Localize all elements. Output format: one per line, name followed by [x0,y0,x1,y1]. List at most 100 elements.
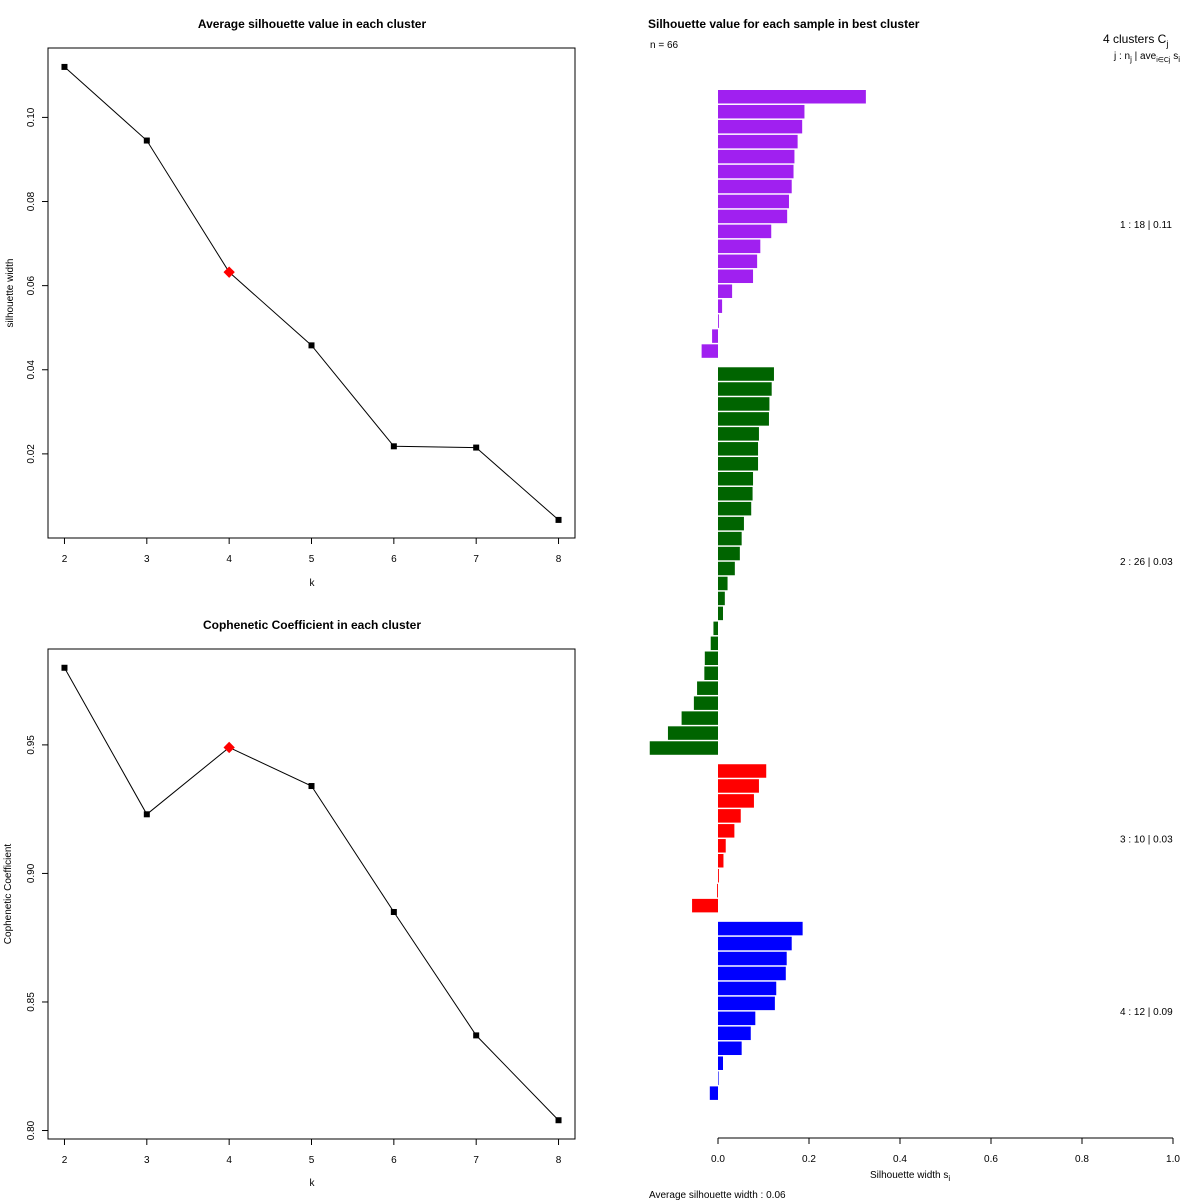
cluster-label: 2 : 26 | 0.03 [1120,557,1173,568]
silhouette-bar [718,164,794,179]
y-axis: 0.02 0.04 0.06 0.08 0.10 [26,107,48,464]
silhouette-bar [649,741,718,755]
data-point [390,908,397,915]
silhouette-bar [718,382,772,396]
silhouette-bar [718,254,758,269]
cluster-label: 3 : 10 | 0.03 [1120,834,1173,845]
data-point [473,1032,480,1039]
chart-title: Average silhouette value in each cluster [198,17,427,31]
y-tick-label: 0.95 [26,735,37,755]
highlight-point [223,741,235,754]
silhouette-bar [718,606,724,621]
silhouette-bar [718,966,786,981]
silhouette-bar [718,936,792,951]
silhouette-bar [718,90,866,104]
data-point [390,443,397,450]
silhouette-bar [713,621,718,636]
x-tick-label: 4 [226,1155,232,1166]
silhouette-bar [718,149,795,164]
silhouette-bar [718,824,735,838]
legend-subheader-rest: | ave [1132,51,1157,62]
silhouette-bar [718,794,754,808]
silhouette-bar [718,367,774,381]
silhouette-bar [718,209,788,224]
x-tick-label: 0.2 [802,1154,816,1165]
silhouette-bar [718,269,754,284]
series-line [64,66,559,521]
silhouette-bar [718,981,777,996]
plot-frame [47,648,576,1140]
silhouette-bar [718,764,767,778]
silhouette-bar [704,651,718,666]
silhouette-bar [718,1056,724,1070]
x-axis: 2 3 4 5 6 7 8 [62,538,562,565]
silhouette-bar [718,486,753,501]
x-tick-label: 7 [473,554,479,565]
y-tick-label: 0.06 [26,275,37,295]
silhouette-bar [718,442,759,456]
x-tick-label: 0.4 [893,1154,907,1165]
x-tick-label: 7 [473,1155,479,1166]
sample-count: n = 66 [650,40,679,51]
silhouette-bar [718,314,719,328]
silhouette-bar [718,531,742,546]
silhouette-bar [701,344,718,358]
silhouette-bar [718,397,770,411]
silhouette-bar [718,427,759,441]
silhouette-bar [704,666,718,680]
x-tick-label: 4 [226,554,232,565]
silhouette-bar [718,951,787,966]
silhouette-bar [712,329,718,343]
x-axis-label: Silhouette width si [870,1170,950,1183]
legend-subheader-sub2: i∈Cj [1156,57,1171,64]
x-tick-label: 3 [144,1155,150,1166]
data-point [308,342,315,349]
silhouette-bar [710,636,718,651]
silhouette-bar [718,996,775,1011]
silhouette-bar [718,1026,751,1041]
silhouette-bar [709,1086,718,1100]
x-axis-label: k [310,1178,316,1189]
cluster-labels: 1 : 18 | 0.11 2 : 26 | 0.03 3 : 10 | 0.03 4… [1120,220,1173,1018]
x-tick-label: 3 [144,554,150,565]
silhouette-bar [718,134,798,149]
silhouette-bar [718,119,803,134]
silhouette-bar [718,1071,719,1085]
x-axis: 2 3 4 5 6 7 8 [62,1139,562,1166]
legend-subheader-sub3: i [1178,55,1180,64]
y-tick-label: 0.10 [26,107,37,127]
silhouette-bar [718,104,805,119]
silhouette-bar [718,1011,756,1026]
x-tick-label: 8 [556,1155,562,1166]
cophenetic-line-chart: Cophenetic Coefficient in each cluster k… [3,618,576,1189]
silhouette-bar [718,284,733,298]
y-tick-label: 0.08 [26,191,37,211]
x-axis-label: k [310,578,316,589]
x-axis: 0.0 0.2 0.4 0.6 0.8 1.0 [711,1138,1180,1165]
x-tick-label: 5 [309,1155,315,1166]
silhouette-bar [718,457,759,471]
legend-header-sub: j [1165,39,1168,49]
series [61,664,562,1124]
data-point [555,1117,562,1124]
silhouette-bar [667,726,718,740]
silhouette-bar [718,299,723,313]
silhouette-bar [697,681,718,695]
data-point [143,137,150,144]
y-axis-label: silhouette width [5,259,16,328]
data-point [473,444,480,451]
x-tick-label: 5 [309,554,315,565]
chart-title: Silhouette value for each sample in best… [648,17,920,31]
silhouette-bar [718,779,759,793]
silhouette-bar [718,854,724,868]
silhouette-bar [681,711,718,725]
data-point [61,664,68,671]
silhouette-bar [693,696,718,710]
data-point [61,63,68,70]
silhouette-bar [718,921,803,936]
legend-subheader-sub: j [1129,55,1132,64]
highlight-point [223,266,235,278]
y-tick-label: 0.80 [26,1120,37,1140]
legend-subheader: j : nj | avei∈Cj si [1113,51,1180,64]
